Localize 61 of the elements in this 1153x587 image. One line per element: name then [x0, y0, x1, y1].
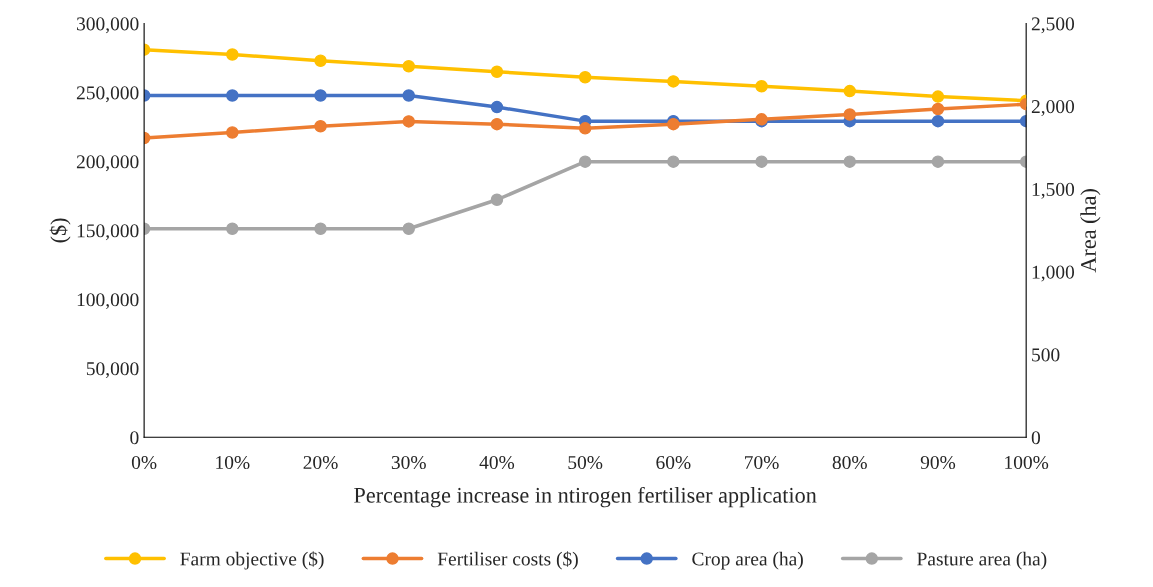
legend-label: Pasture area (ha) — [917, 551, 1047, 570]
x-tick-label: 100% — [1005, 455, 1049, 470]
legend-label: Farm objective ($) — [180, 551, 324, 570]
x-tick-label: 80% — [832, 455, 867, 470]
x-tick-label: 50% — [568, 455, 603, 470]
point — [402, 115, 415, 128]
x-axis-title: Percentage increase in ntirogen fertiliser application — [354, 486, 817, 508]
y-tick-label: 150,000 — [77, 224, 139, 241]
x-tick-label: 0% — [131, 455, 157, 470]
legend-label: Fertiliser costs ($) — [437, 551, 578, 570]
point — [226, 89, 239, 102]
point — [667, 75, 680, 88]
point — [402, 59, 415, 73]
y2-tick-label: 2,500 — [1031, 17, 1075, 34]
point — [755, 79, 768, 93]
point — [490, 65, 504, 79]
y-tick-label: 0 — [130, 431, 139, 445]
x-tick-label: 70% — [745, 455, 779, 470]
x-tick-label: 90% — [920, 455, 956, 470]
x-tick-label: 30% — [391, 455, 426, 470]
point — [931, 114, 945, 128]
point — [314, 222, 327, 235]
point — [755, 155, 768, 168]
y-tick-label: 300,000 — [77, 17, 139, 34]
point — [490, 193, 504, 207]
x-tick-label: 20% — [303, 455, 338, 470]
point — [402, 222, 415, 235]
point — [931, 90, 945, 103]
point — [402, 89, 415, 102]
y-axis-title: ($) — [49, 218, 71, 243]
point — [843, 108, 857, 121]
y-tick-label: 200,000 — [76, 155, 139, 172]
y2-tick-label: 1,500 — [1032, 182, 1075, 199]
y-tick-label: 50,000 — [86, 362, 139, 379]
point — [578, 122, 592, 135]
y2-tick-label: 0 — [1031, 431, 1041, 445]
y-tick-label: 100,000 — [77, 293, 139, 310]
point — [931, 155, 945, 168]
y2-tick-label: 1,000 — [1032, 265, 1075, 282]
point — [843, 84, 857, 98]
point — [578, 155, 592, 168]
point — [490, 100, 504, 114]
point — [314, 89, 327, 102]
point — [843, 155, 857, 168]
y2-tick-label: 2,000 — [1031, 100, 1075, 116]
legend-label: Crop area (ha) — [692, 551, 803, 570]
point — [490, 117, 504, 131]
y2-axis-title: Area (ha) — [1080, 189, 1101, 273]
point — [667, 155, 680, 168]
point — [931, 102, 945, 116]
y2-tick-label: 500 — [1032, 348, 1060, 362]
point — [226, 222, 239, 235]
point — [578, 71, 592, 84]
point — [314, 119, 327, 133]
point — [226, 126, 239, 139]
point — [226, 48, 239, 61]
point — [314, 54, 327, 67]
x-tick-label: 40% — [479, 455, 515, 470]
y-tick-label: 250,000 — [76, 86, 139, 103]
x-tick-label: 60% — [656, 455, 691, 470]
x-tick-label: 10% — [216, 455, 250, 470]
